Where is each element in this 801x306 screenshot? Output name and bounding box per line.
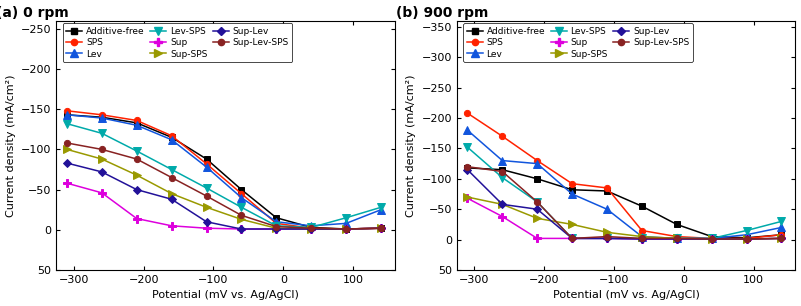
Text: (b) 900 rpm: (b) 900 rpm xyxy=(396,6,489,20)
X-axis label: Potential (mV vs. Ag/AgCl): Potential (mV vs. Ag/AgCl) xyxy=(152,290,299,300)
Legend: Additive-free, SPS, Lev, Lev-SPS, Sup, Sup-SPS, Sup-Lev, Sup-Lev-SPS: Additive-free, SPS, Lev, Lev-SPS, Sup, S… xyxy=(62,24,292,62)
Text: (a) 0 rpm: (a) 0 rpm xyxy=(0,6,68,20)
X-axis label: Potential (mV vs. Ag/AgCl): Potential (mV vs. Ag/AgCl) xyxy=(553,290,699,300)
Y-axis label: Current density (mA/cm²): Current density (mA/cm²) xyxy=(6,74,15,217)
Y-axis label: Current density (mA/cm²): Current density (mA/cm²) xyxy=(406,74,416,217)
Legend: Additive-free, SPS, Lev, Lev-SPS, Sup, Sup-SPS, Sup-Lev, Sup-Lev-SPS: Additive-free, SPS, Lev, Lev-SPS, Sup, S… xyxy=(463,24,693,62)
